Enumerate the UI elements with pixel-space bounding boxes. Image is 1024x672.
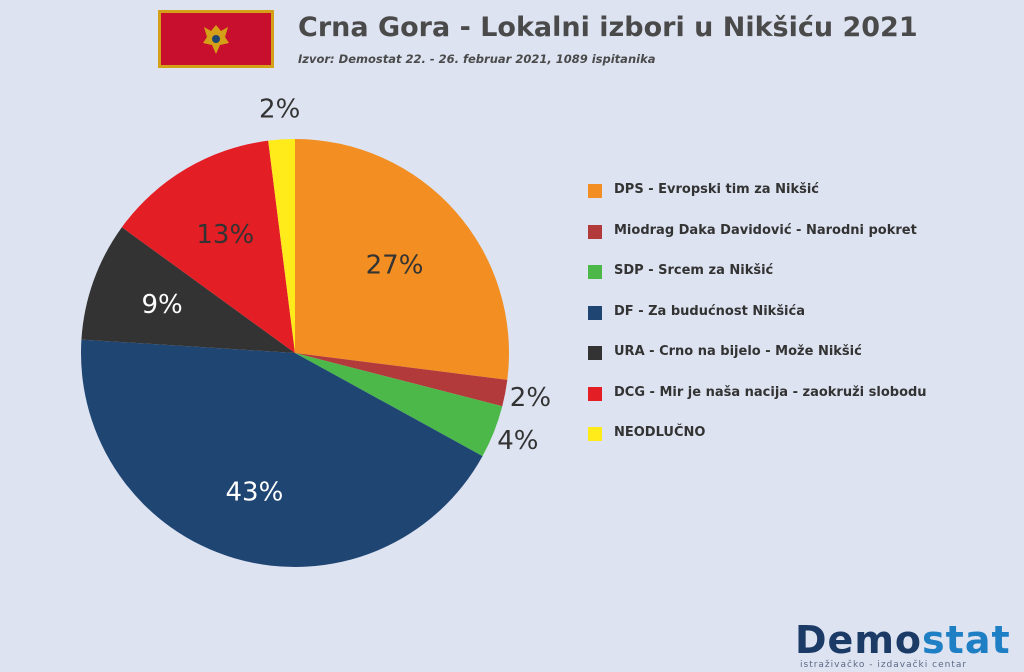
legend-swatch <box>588 265 602 279</box>
legend-item: Miodrag Daka Davidović - Narodni pokret <box>588 223 927 264</box>
legend-swatch <box>588 224 602 239</box>
slice-data-label: 2% <box>259 95 300 125</box>
slice-data-label: 27% <box>366 250 424 280</box>
legend-item: DPS - Evropski tim za Nikšić <box>588 182 927 223</box>
pie-slice <box>268 139 295 353</box>
pie-slice <box>295 139 510 380</box>
legend-item: URA - Crno na bijelo - Može Nikšić <box>588 344 927 385</box>
legend-swatch <box>588 305 602 320</box>
coat-of-arms-icon <box>203 25 229 54</box>
legend-item: SDP - Srcem za Nikšić <box>588 263 927 304</box>
demostat-logo: Demostat <box>795 618 1011 662</box>
legend-swatch <box>588 184 602 198</box>
pie-slice <box>295 353 508 407</box>
slice-data-label: 4% <box>497 426 538 456</box>
slice-data-label: 9% <box>141 290 182 320</box>
pie-slice <box>121 140 295 353</box>
pie-slice <box>80 339 483 568</box>
pie-slice <box>81 227 296 353</box>
slice-data-label: 2% <box>510 383 551 413</box>
chart-title: Crna Gora - Lokalni izbori u Nikšiću 202… <box>298 12 918 43</box>
legend-label: URA - Crno na bijelo - Može Nikšić <box>614 344 862 359</box>
chart-legend: DPS - Evropski tim za Nikšić Miodrag Daka… <box>588 182 927 466</box>
legend-label: SDP - Srcem za Nikšić <box>614 263 774 278</box>
slice-data-label: 43% <box>226 478 284 508</box>
pie-slices <box>80 139 510 568</box>
legend-label: Miodrag Daka Davidović - Narodni pokret <box>614 222 917 238</box>
chart-subtitle: Izvor: Demostat 22. - 26. februar 2021, … <box>298 52 656 66</box>
legend-label: DPS - Evropski tim za Nikšić <box>614 182 819 197</box>
legend-item: NEODLUČNO <box>588 425 927 466</box>
montenegro-flag <box>158 10 274 68</box>
pie-slice <box>295 353 503 457</box>
pie-data-labels: 27% 2% 4% 43% 9% 13% 2% <box>141 95 551 508</box>
legend-swatch <box>588 346 602 360</box>
legend-label: DCG - Mir je naša nacija - zaokruži slob… <box>614 384 927 400</box>
legend-item: DCG - Mir je naša nacija - zaokruži slob… <box>588 385 927 426</box>
legend-swatch <box>588 427 602 441</box>
logo-tagline: istraživačko - izdavački centar <box>800 660 968 670</box>
legend-swatch <box>588 386 602 401</box>
slice-data-label: 13% <box>196 220 254 250</box>
legend-label: DF - Za budućnost Nikšića <box>614 303 805 319</box>
legend-label: NEODLUČNO <box>614 425 706 440</box>
legend-item: DF - Za budućnost Nikšića <box>588 304 927 345</box>
